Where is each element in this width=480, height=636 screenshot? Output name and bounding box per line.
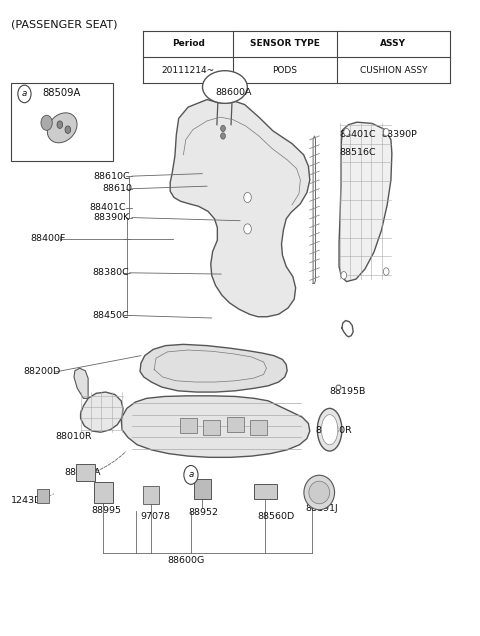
Bar bbox=[180, 418, 197, 434]
Text: 88030R: 88030R bbox=[315, 427, 352, 436]
FancyBboxPatch shape bbox=[254, 484, 277, 499]
Text: 88450C: 88450C bbox=[93, 311, 130, 320]
Text: 88561A: 88561A bbox=[64, 468, 101, 477]
Circle shape bbox=[221, 133, 226, 139]
Bar bbox=[203, 420, 220, 436]
Bar bbox=[227, 417, 244, 432]
Text: 20111214~: 20111214~ bbox=[162, 66, 215, 74]
Text: 88200D: 88200D bbox=[23, 368, 60, 377]
Text: (PASSENGER SEAT): (PASSENGER SEAT) bbox=[11, 20, 118, 30]
Circle shape bbox=[57, 121, 63, 128]
Text: 88509A: 88509A bbox=[42, 88, 80, 98]
FancyBboxPatch shape bbox=[144, 486, 159, 504]
Circle shape bbox=[244, 224, 252, 234]
Text: 88400F: 88400F bbox=[30, 235, 65, 244]
Text: 97078: 97078 bbox=[140, 513, 170, 522]
Text: 88010R: 88010R bbox=[55, 431, 92, 441]
Polygon shape bbox=[170, 100, 310, 317]
FancyBboxPatch shape bbox=[94, 483, 113, 502]
Ellipse shape bbox=[304, 475, 335, 509]
Text: 88560D: 88560D bbox=[257, 513, 294, 522]
Ellipse shape bbox=[322, 415, 338, 445]
Text: 88191J: 88191J bbox=[305, 504, 338, 513]
Text: a: a bbox=[188, 471, 193, 480]
Text: 88600G: 88600G bbox=[167, 556, 204, 565]
Text: 88380C: 88380C bbox=[93, 268, 130, 277]
Ellipse shape bbox=[309, 481, 330, 504]
Circle shape bbox=[65, 126, 71, 134]
Text: 88401C: 88401C bbox=[339, 130, 376, 139]
Circle shape bbox=[341, 272, 347, 279]
Ellipse shape bbox=[317, 408, 342, 451]
Text: 88610: 88610 bbox=[102, 184, 132, 193]
Polygon shape bbox=[140, 344, 287, 392]
Text: 88952: 88952 bbox=[188, 508, 218, 517]
Text: 1243DB: 1243DB bbox=[11, 495, 49, 504]
Text: 88401C: 88401C bbox=[89, 203, 126, 212]
Polygon shape bbox=[339, 122, 392, 282]
Circle shape bbox=[18, 85, 31, 102]
Text: PODS: PODS bbox=[272, 66, 297, 74]
Text: 88600A: 88600A bbox=[216, 88, 252, 97]
FancyBboxPatch shape bbox=[194, 479, 211, 499]
Text: CUSHION ASSY: CUSHION ASSY bbox=[360, 66, 427, 74]
Text: 88516C: 88516C bbox=[339, 148, 376, 157]
Ellipse shape bbox=[48, 113, 77, 143]
Polygon shape bbox=[81, 392, 123, 432]
Bar bbox=[251, 420, 267, 435]
Ellipse shape bbox=[203, 71, 247, 103]
Text: 88390P: 88390P bbox=[382, 130, 418, 139]
FancyBboxPatch shape bbox=[11, 83, 113, 161]
Text: 88995: 88995 bbox=[91, 506, 121, 515]
Circle shape bbox=[41, 115, 52, 130]
Circle shape bbox=[244, 193, 252, 202]
FancyBboxPatch shape bbox=[76, 464, 95, 481]
Circle shape bbox=[184, 466, 198, 485]
Text: 88610C: 88610C bbox=[94, 172, 131, 181]
Circle shape bbox=[344, 128, 349, 136]
Circle shape bbox=[221, 125, 226, 132]
Text: a: a bbox=[22, 90, 27, 99]
Circle shape bbox=[384, 128, 389, 136]
Text: SENSOR TYPE: SENSOR TYPE bbox=[250, 39, 320, 48]
Text: 88390K: 88390K bbox=[94, 213, 130, 222]
Text: 88195B: 88195B bbox=[330, 387, 366, 396]
Polygon shape bbox=[74, 368, 88, 398]
Circle shape bbox=[384, 268, 389, 275]
Polygon shape bbox=[121, 396, 310, 457]
FancyBboxPatch shape bbox=[36, 489, 49, 503]
Text: ASSY: ASSY bbox=[380, 39, 406, 48]
Text: Period: Period bbox=[172, 39, 204, 48]
